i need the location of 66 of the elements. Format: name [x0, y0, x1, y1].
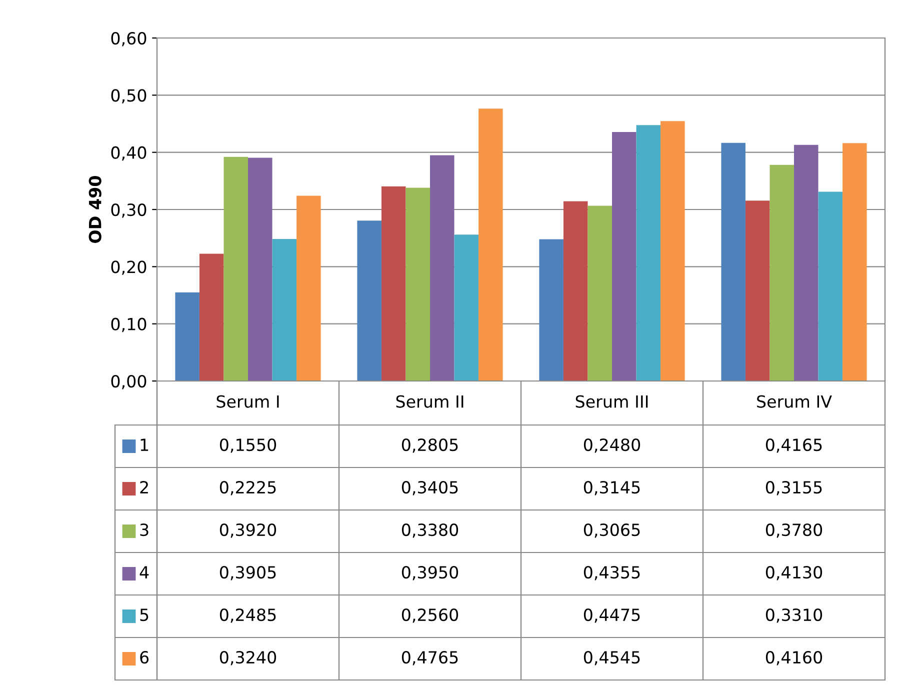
bar — [175, 292, 200, 381]
data-label: 0,3310 — [766, 608, 822, 623]
data-label: 0,4160 — [766, 650, 822, 666]
data-label: 0,1550 — [220, 438, 276, 453]
x-tick-label: Serum III — [576, 395, 648, 408]
y-tick-label: 0,20 — [111, 260, 146, 275]
x-tick-label: Serum I — [216, 395, 279, 408]
bar — [721, 142, 746, 381]
legend-label: 4 — [140, 566, 149, 578]
bar — [224, 156, 248, 381]
data-label: 0,3065 — [584, 523, 640, 538]
data-label: 0,4765 — [402, 650, 458, 666]
bar — [478, 108, 503, 381]
data-label: 0,3240 — [220, 650, 276, 666]
bar — [381, 186, 406, 381]
data-label: 0,4355 — [584, 566, 640, 580]
data-label: 0,3920 — [220, 523, 276, 538]
legend-label: 6 — [140, 650, 149, 664]
y-axis-title: OD 490 — [88, 176, 102, 243]
x-tick-label: Serum II — [396, 395, 464, 408]
data-label: 0,2480 — [584, 438, 640, 453]
data-label: 0,2485 — [220, 608, 276, 623]
legend-label: 1 — [140, 438, 148, 451]
bar — [563, 201, 588, 381]
bar — [660, 121, 685, 381]
bar — [406, 188, 430, 381]
bar — [770, 164, 794, 381]
bar — [745, 200, 770, 381]
data-label: 0,4130 — [766, 566, 822, 580]
data-label: 0,3405 — [402, 480, 458, 496]
bar — [636, 125, 661, 381]
data-label: 0,2225 — [220, 480, 276, 496]
bar — [357, 220, 382, 381]
y-tick-label: 0,10 — [111, 318, 146, 332]
bar — [454, 234, 479, 381]
bar — [842, 143, 867, 381]
data-label: 0,4475 — [584, 608, 640, 623]
bar — [248, 158, 272, 381]
data-label: 0,3905 — [220, 566, 276, 580]
legend-label: 3 — [140, 523, 148, 536]
y-tick-label: 0,30 — [111, 203, 146, 218]
data-label: 0,3780 — [766, 523, 822, 538]
bar — [272, 238, 297, 381]
bar — [539, 239, 564, 381]
bar — [199, 254, 224, 381]
bar — [296, 196, 321, 381]
data-label: 0,3950 — [402, 566, 458, 580]
bar — [430, 155, 454, 381]
bar — [588, 206, 612, 381]
data-label: 0,3145 — [584, 480, 640, 496]
y-tick-label: 0,00 — [111, 374, 146, 390]
data-label: 0,3380 — [402, 523, 458, 538]
y-tick-label: 0,50 — [111, 89, 146, 104]
data-label: 0,2805 — [402, 438, 458, 453]
legend-label: 2 — [140, 480, 148, 494]
legend-label: 5 — [140, 608, 148, 622]
bar — [612, 132, 636, 381]
data-label: 0,4165 — [766, 438, 822, 453]
data-label: 0,3155 — [766, 480, 822, 496]
y-tick-label: 0,60 — [111, 32, 146, 46]
bar — [794, 144, 818, 381]
data-label: 0,2560 — [402, 608, 458, 623]
y-tick-label: 0,40 — [111, 146, 146, 161]
x-tick-label: Serum IV — [757, 395, 832, 408]
bar — [818, 192, 843, 381]
data-label: 0,4545 — [584, 650, 640, 666]
